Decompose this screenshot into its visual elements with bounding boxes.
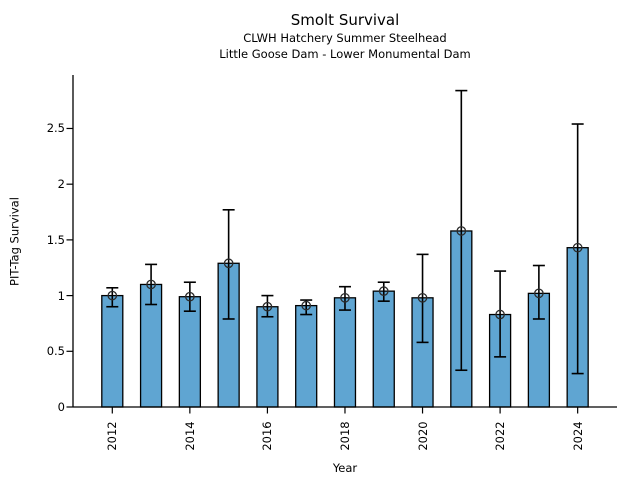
x-tick-label-2022: 2022 [493, 421, 508, 451]
x-tick-label-2014: 2014 [182, 421, 197, 451]
bar-2017 [295, 304, 318, 408]
y-tick-label-0.5: 0.5 [46, 344, 65, 359]
chart-subtitle-line1: CLWH Hatchery Summer Steelhead [243, 31, 447, 45]
y-tick-label-2: 2 [57, 177, 65, 192]
x-tick-label-2012: 2012 [105, 421, 120, 451]
bar-2019 [372, 290, 395, 408]
x-tick-label-2016: 2016 [260, 421, 275, 451]
point-marker-2019 [378, 286, 389, 296]
y-tick-label-0: 0 [57, 400, 65, 414]
bar-2018 [333, 297, 357, 408]
point-marker-2013 [146, 279, 156, 290]
x-tick-label-2018: 2018 [337, 421, 352, 451]
point-marker-2012 [107, 290, 118, 301]
point-marker-2017 [301, 300, 312, 311]
point-marker-2020 [417, 292, 428, 303]
y-tick-label-1.5: 1.5 [46, 232, 65, 247]
x-tick-label-2020: 2020 [415, 421, 430, 451]
point-marker-2016 [262, 301, 273, 312]
point-marker-2021 [456, 226, 467, 236]
chart-title: Smolt Survival [290, 11, 400, 29]
x-tick-label-2024: 2024 [570, 421, 585, 451]
chart-subtitle-line2: Little Goose Dam - Lower Monumental Dam [219, 47, 471, 61]
y-tick-label-1: 1 [57, 288, 65, 303]
y-tick-label-2.5: 2.5 [46, 121, 65, 136]
point-marker-2024 [572, 242, 583, 253]
bar-2012 [101, 294, 124, 408]
point-marker-2018 [340, 292, 350, 303]
point-marker-2023 [534, 288, 544, 299]
x-axis-label: Year [332, 461, 358, 475]
point-marker-2015 [223, 258, 234, 269]
point-marker-2014 [185, 291, 195, 302]
point-marker-2022 [495, 309, 505, 320]
bar-2016 [256, 306, 279, 408]
bar-2014 [178, 296, 202, 408]
